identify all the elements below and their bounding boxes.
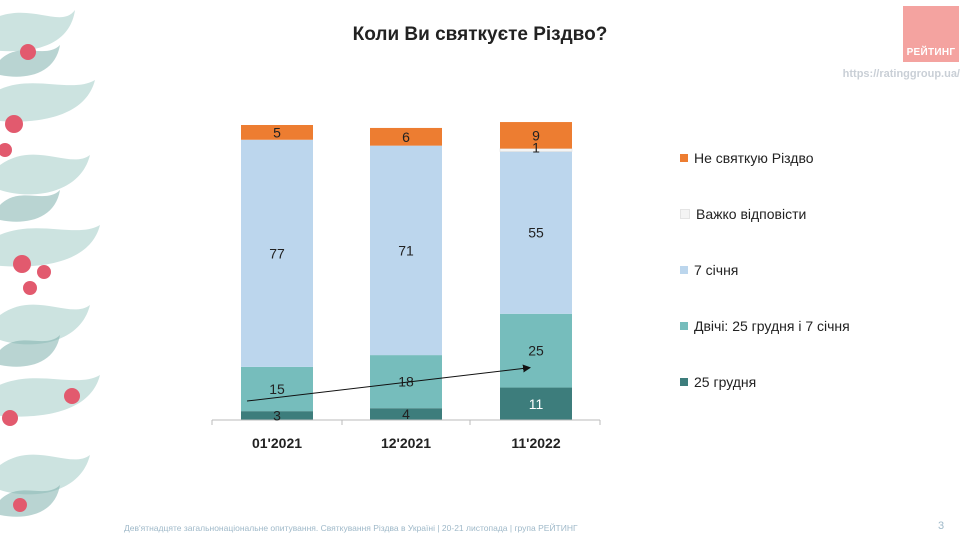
legend-swatch-3 <box>680 322 688 330</box>
legend-label-1: Важко відповісти <box>696 206 807 222</box>
value-label-1-0: 4 <box>402 406 410 422</box>
x-label-0: 01'2021 <box>252 435 302 451</box>
bar-segment-0-0 <box>241 411 313 420</box>
bar-segment-2-2 <box>500 151 572 314</box>
legend-swatch-1 <box>680 209 690 219</box>
footer-caption: Дев'ятнадцяте загальнонаціональне опитув… <box>124 523 578 533</box>
legend-label-4: 25 грудня <box>694 374 757 390</box>
bar-segment-0-1 <box>241 366 313 412</box>
bar-segment-1-0 <box>370 408 442 420</box>
value-label-2-3: 1 <box>532 140 540 156</box>
value-label-1-4: 6 <box>402 129 410 145</box>
bar-segment-1-1 <box>370 355 442 409</box>
value-label-0-2: 77 <box>269 245 285 261</box>
x-axis-labels: 01'2021 12'2021 11'2022 <box>252 435 561 451</box>
legend-swatch-4 <box>680 378 688 386</box>
legend-label-0: Не святкую Різдво <box>694 150 814 166</box>
trend-arrow <box>246 364 531 402</box>
chart-bars <box>241 122 573 420</box>
value-label-0-0: 3 <box>273 408 281 424</box>
chart-title: Коли Ви святкуєте Різдво? <box>352 24 608 45</box>
source-url[interactable]: https://ratinggroup.ua/ <box>842 68 960 80</box>
legend-label-3: Двічі: 25 грудня і 7 січня <box>694 318 850 334</box>
bar-segment-2-1 <box>500 313 572 388</box>
bar-segment-2-4 <box>500 122 572 149</box>
bar-segment-2-0 <box>500 387 572 420</box>
rating-logo: РЕЙТИНГ <box>903 6 959 62</box>
x-label-1: 12'2021 <box>381 435 431 451</box>
value-label-0-4: 5 <box>273 124 281 140</box>
bar-segment-0-2 <box>241 139 313 367</box>
legend-item-0: Не святкую Різдво <box>680 150 814 166</box>
x-axis-ticks <box>211 420 601 425</box>
value-label-1-2: 71 <box>398 242 414 258</box>
holly-decoration <box>0 10 100 517</box>
page-number: 3 <box>938 520 945 532</box>
legend-swatch-0 <box>680 154 688 162</box>
legend-swatch-2 <box>680 266 688 274</box>
bar-segment-0-4 <box>241 125 313 140</box>
legend-item-2: 7 січня <box>680 262 738 278</box>
legend-item-3: Двічі: 25 грудня і 7 січня <box>680 318 850 334</box>
value-label-2-1: 25 <box>528 343 544 359</box>
value-label-2-4: 9 <box>532 127 540 143</box>
legend-item-4: 25 грудня <box>680 374 756 390</box>
bar-segment-1-2 <box>370 145 442 356</box>
bar-segment-1-4 <box>370 127 442 146</box>
x-label-2: 11'2022 <box>511 435 560 451</box>
value-label-1-1: 18 <box>398 374 414 390</box>
legend-item-1: Важко відповісти <box>680 206 806 222</box>
value-label-2-0: 11 <box>529 396 544 412</box>
value-labels: 3 15 77 5 4 18 71 6 11 25 55 19 <box>269 124 544 423</box>
value-label-2-2: 55 <box>528 225 544 241</box>
value-label-0-1: 15 <box>269 381 285 397</box>
legend-label-2: 7 січня <box>694 262 739 278</box>
